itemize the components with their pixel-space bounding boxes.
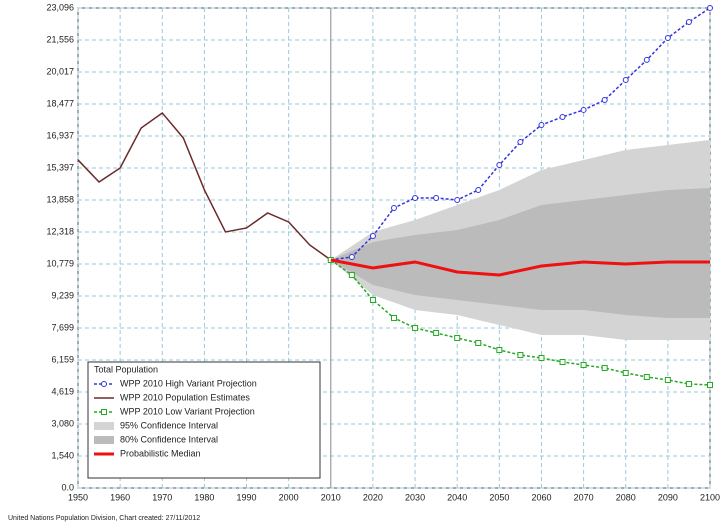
point	[496, 346, 503, 353]
point	[412, 324, 419, 331]
x-tick-label: 2030	[405, 492, 425, 502]
point	[454, 334, 461, 341]
point	[559, 358, 566, 365]
point	[622, 369, 629, 376]
y-tick-label: 9,239	[51, 290, 74, 300]
legend-label: 80% Confidence Interval	[120, 434, 218, 444]
point	[369, 296, 376, 303]
point	[601, 96, 608, 103]
y-tick-label: 21,556	[46, 34, 74, 44]
point	[369, 232, 376, 239]
point	[412, 194, 419, 201]
point	[517, 138, 524, 145]
point	[538, 121, 545, 128]
legend-title: Total Population	[94, 364, 158, 374]
legend-swatch	[94, 436, 114, 444]
x-tick-label: 2050	[489, 492, 509, 502]
point	[559, 113, 566, 120]
point	[580, 361, 587, 368]
point	[496, 161, 503, 168]
x-tick-label: 2010	[321, 492, 341, 502]
legend-label: WPP 2010 Population Estimates	[120, 392, 250, 402]
point	[348, 271, 355, 278]
x-tick-label: 2080	[616, 492, 636, 502]
point	[348, 253, 355, 260]
x-tick-label: 1990	[237, 492, 257, 502]
y-tick-label: 23,096	[46, 2, 74, 12]
point	[391, 314, 397, 321]
confidence-band	[330, 187, 710, 318]
point	[517, 351, 524, 358]
point	[685, 380, 692, 387]
point	[580, 106, 587, 113]
x-tick-label: 2060	[531, 492, 551, 502]
point	[475, 186, 482, 193]
point	[538, 354, 545, 361]
y-tick-label: 15,397	[46, 162, 74, 172]
x-tick-label: 1970	[152, 492, 172, 502]
y-tick-label: 4,619	[51, 386, 74, 396]
x-tick-label: 2000	[279, 492, 299, 502]
y-tick-label: 6,159	[51, 354, 74, 364]
y-tick-label: 18,477	[46, 98, 74, 108]
x-tick-label: 2020	[363, 492, 383, 502]
series-line	[330, 258, 710, 277]
point	[664, 376, 671, 383]
y-tick-label: 12,318	[46, 226, 74, 236]
footer: United Nations Population Division, Char…	[8, 515, 200, 522]
y-tick-label: 16,937	[46, 130, 74, 140]
legend-marker	[101, 381, 107, 387]
y-tick-label: 10,779	[46, 258, 74, 268]
point	[707, 381, 713, 388]
x-tick-label: 1980	[194, 492, 214, 502]
y-tick-label: 13,858	[46, 194, 74, 204]
y-tick-label: 20,017	[46, 66, 74, 76]
series-line	[77, 111, 332, 261]
x-tick-label: 2070	[574, 492, 594, 502]
point	[475, 339, 482, 346]
point	[643, 373, 650, 380]
point	[622, 76, 629, 83]
point	[707, 4, 713, 11]
legend-marker	[101, 409, 107, 415]
point	[433, 194, 440, 201]
y-tick-label: 3,080	[51, 418, 74, 428]
legend-label: 95% Confidence Interval	[120, 420, 218, 430]
legend-box	[87, 361, 321, 479]
point	[643, 56, 650, 63]
legend-label: Probabilistic Median	[120, 448, 201, 458]
point	[601, 364, 608, 371]
legend-label: WPP 2010 High Variant Projection	[120, 378, 257, 388]
point	[685, 18, 692, 25]
y-tick-label: 7,699	[51, 322, 74, 332]
y-tick-label: 0.0	[61, 482, 74, 492]
point	[391, 204, 397, 211]
x-tick-label: 2100	[700, 492, 720, 502]
x-tick-label: 1960	[110, 492, 130, 502]
x-tick-label: 2040	[447, 492, 467, 502]
point	[454, 196, 461, 203]
legend-swatch	[94, 422, 114, 430]
x-tick-label: 2090	[658, 492, 678, 502]
legend-label: WPP 2010 Low Variant Projection	[120, 406, 255, 416]
y-tick-label: 1,540	[51, 450, 74, 460]
point	[664, 34, 671, 41]
point	[433, 329, 440, 336]
x-tick-label: 1950	[68, 492, 88, 502]
